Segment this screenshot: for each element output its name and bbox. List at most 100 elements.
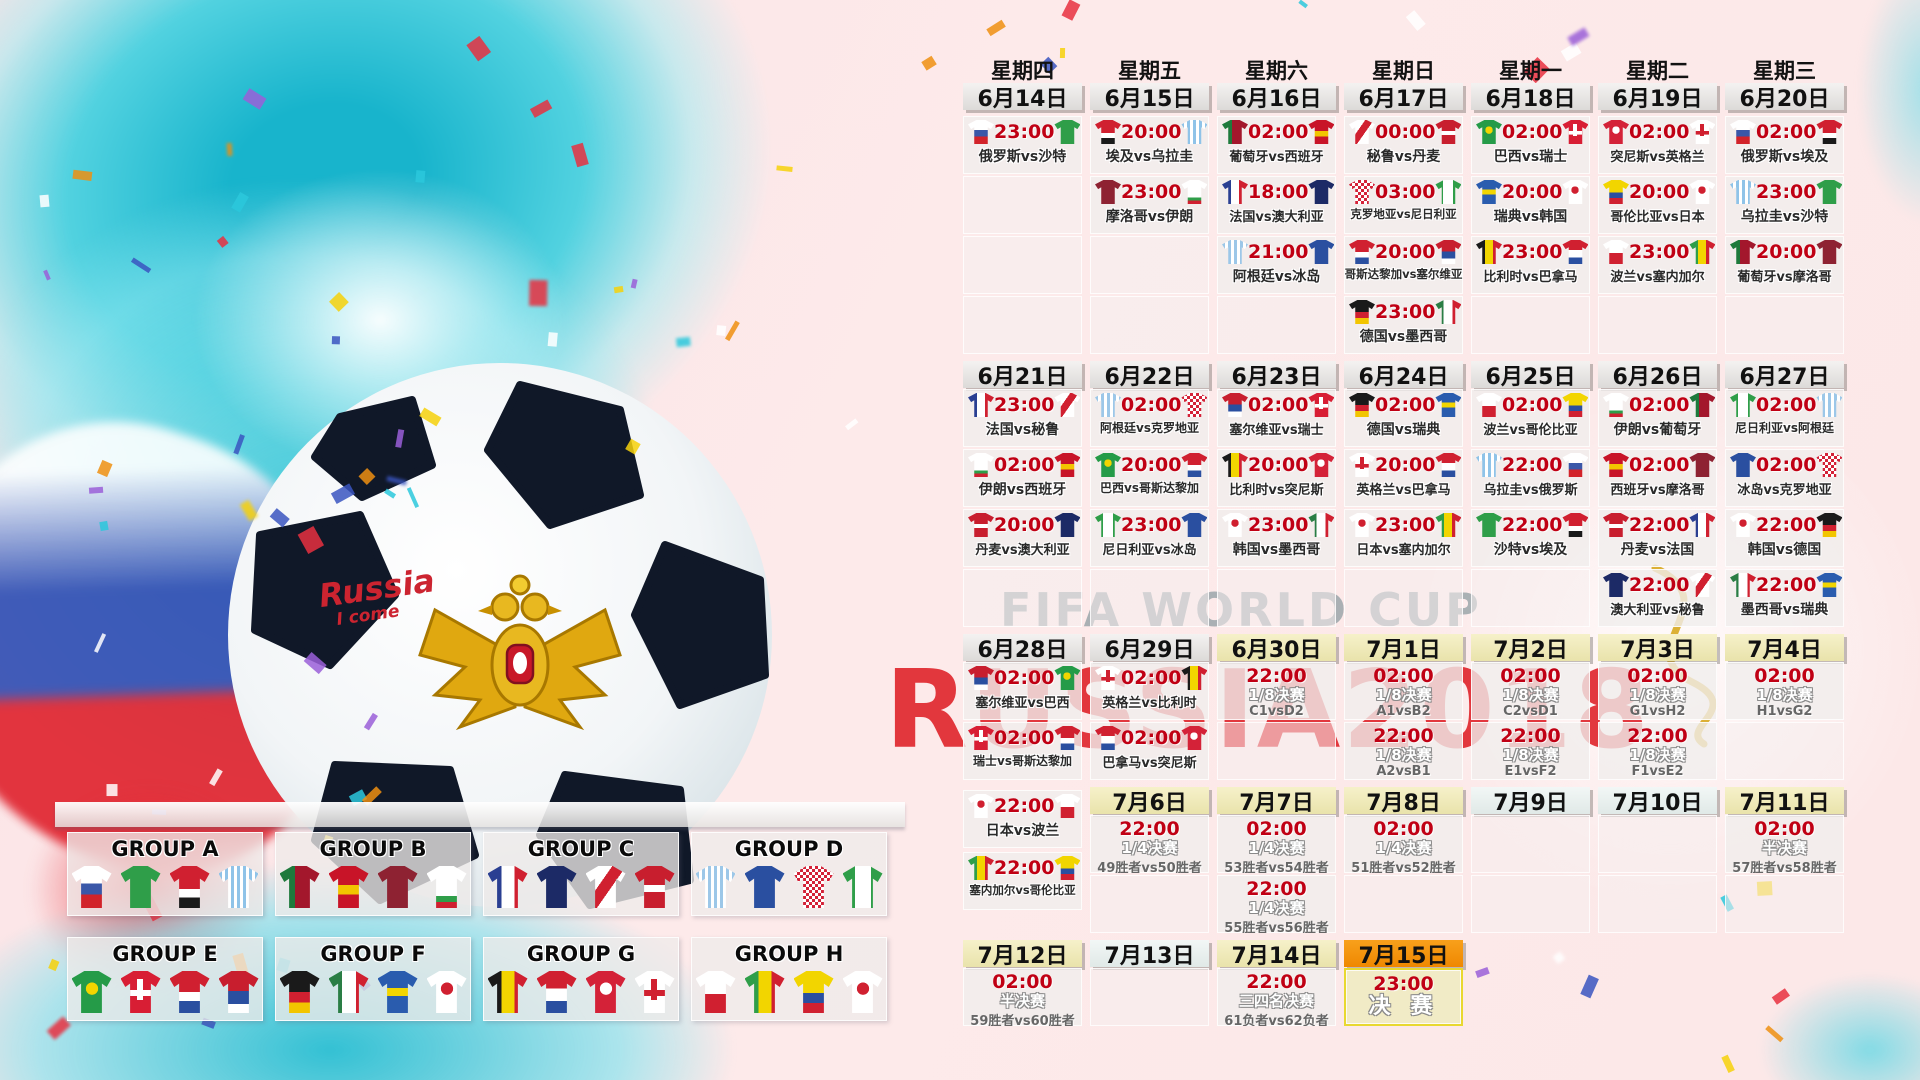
match-cell: 02:00 1/4决赛 53胜者vs54胜者 [1217,815,1336,873]
match-cell: 02:00 俄罗斯vs埃及 [1725,116,1844,174]
empty-cell [1090,968,1209,1026]
jersey-icon-哥伦比亚 [793,971,834,1013]
match-cell: 20:00 英格兰vs巴拿马 [1344,449,1463,507]
empty-cell [963,569,1082,627]
match-cell: 02:00 波兰vs哥伦比亚 [1471,389,1590,447]
match-time: 02:00 [994,667,1055,689]
match-label: 克罗地亚vs尼日利亚 [1350,207,1457,221]
match-label: 波兰vs塞内加尔 [1610,270,1705,285]
date-cell: 6月14日 [963,83,1082,112]
match-cell: 22:00 乌拉圭vs俄罗斯 [1471,449,1590,507]
match-time: 02:00 [1627,665,1688,687]
stage-detail: 49胜者vs50胜者 [1097,861,1202,873]
empty-cell [963,176,1082,234]
match-label: 俄罗斯vs沙特 [978,149,1067,165]
match-label: 澳大利亚vs秘鲁 [1610,603,1705,618]
match-label: 尼日利亚vs阿根廷 [1735,421,1834,435]
jersey-icon-瑞典 [377,971,418,1013]
match-cell: 23:00 法国vs秘鲁 [963,389,1082,447]
group-label: GROUP H [734,942,844,966]
match-label: 丹麦vs澳大利亚 [975,543,1070,558]
match-time: 02:00 [1373,665,1434,687]
match-cell: 22:00 墨西哥vs瑞典 [1725,569,1844,627]
match-label: 波兰vs哥伦比亚 [1483,423,1578,438]
match-label: 比利时vs巴拿马 [1483,270,1578,285]
match-cell: 02:00 半决赛 57胜者vs58胜者 [1725,815,1844,873]
match-time: 02:00 [1121,727,1182,749]
match-cell: 23:00 尼日利亚vs冰岛 [1090,509,1209,567]
empty-cell [1344,875,1463,933]
match-cell: 23:00 德国vs墨西哥 [1344,296,1463,354]
match-label: 乌拉圭vs沙特 [1740,209,1829,225]
match-label: 瑞士vs哥斯达黎加 [973,754,1072,768]
match-cell: 23:00 波兰vs塞内加尔 [1598,236,1717,294]
match-label: 英格兰vs比利时 [1102,696,1197,711]
stage-label: 半决赛 [1761,839,1807,857]
empty-cell [1598,875,1717,933]
stage-label: 1/4决赛 [1375,839,1432,857]
date-cell: 7月9日 [1471,787,1590,816]
jersey-icon-克罗地亚 [793,866,834,908]
match-time: 23:00 [994,121,1055,143]
match-time: 23:00 [1121,181,1182,203]
jersey-icon-冰岛 [744,866,785,908]
date-cell: 7月15日 [1344,940,1463,969]
match-cell: 22:00 塞内加尔vs哥伦比亚 [963,852,1082,910]
stage-label: 1/8决赛 [1629,686,1686,704]
match-time: 20:00 [1756,241,1817,263]
match-time: 20:00 [1375,241,1436,263]
match-cell: 22:00 1/4决赛 49胜者vs50胜者 [1090,815,1209,873]
match-time: 02:00 [1121,667,1182,689]
match-time: 18:00 [1248,181,1309,203]
match-cell: 02:00 葡萄牙vs西班牙 [1217,116,1336,174]
match-cell: 23:00 比利时vs巴拿马 [1471,236,1590,294]
match-time: 02:00 [1756,394,1817,416]
match-cell: 02:00 伊朗vs葡萄牙 [1598,389,1717,447]
stage-label: 1/4决赛 [1248,899,1305,917]
match-time: 20:00 [1248,454,1309,476]
date-cell: 6月16日 [1217,83,1336,112]
match-cell: 02:00 英格兰vs比利时 [1090,662,1209,720]
stage-label: 1/8决赛 [1502,686,1559,704]
match-label: 尼日利亚vs冰岛 [1102,543,1197,558]
match-label: 葡萄牙vs摩洛哥 [1737,270,1832,285]
jersey-icon-澳大利亚 [536,866,577,908]
jersey-icon-尼日利亚 [842,866,883,908]
weekday-label: 星期二 [1626,59,1689,83]
match-label: 巴西vs瑞士 [1493,149,1568,165]
match-time: 22:00 [1629,514,1690,536]
stage-label: 1/8决赛 [1629,746,1686,764]
match-cell: 02:00 尼日利亚vs阿根廷 [1725,389,1844,447]
jersey-icon-突尼斯 [585,971,626,1013]
jersey-icon-波兰 [695,971,736,1013]
match-time: 02:00 [1629,394,1690,416]
match-time: 22:00 [1627,725,1688,747]
match-time: 20:00 [1121,121,1182,143]
stage-label: 1/8决赛 [1248,686,1305,704]
match-label: 法国vs秘鲁 [985,422,1060,438]
match-time: 22:00 [1119,818,1180,840]
jersey-icon-比利时 [487,971,528,1013]
match-time: 23:00 [1373,973,1434,995]
jersey-icon-塞内加尔 [744,971,785,1013]
stage-detail: 55胜者vs56胜者 [1224,921,1329,933]
match-cell: 20:00 丹麦vs澳大利亚 [963,509,1082,567]
date-cell: 7月11日 [1725,787,1844,816]
match-label: 秘鲁vs丹麦 [1366,149,1441,165]
match-time: 22:00 [1756,514,1817,536]
match-cell: 22:00 1/8决赛 F1vsE2 [1598,722,1717,780]
match-cell: 20:00 比利时vs突尼斯 [1217,449,1336,507]
match-label: 伊朗vs西班牙 [978,482,1067,498]
group-box-b: GROUP B [275,832,471,916]
match-cell: 02:00 巴拿马vs突尼斯 [1090,722,1209,780]
match-time: 23:00 [1629,241,1690,263]
weekday-label: 星期日 [1372,59,1435,83]
stage-label: 1/8决赛 [1375,746,1432,764]
date-cell: 7月3日 [1598,634,1717,663]
match-cell: 22:00 日本vs波兰 [963,790,1082,848]
match-time: 02:00 [1756,121,1817,143]
group-box-c: GROUP C [483,832,679,916]
jersey-icon-法国 [487,866,528,908]
match-label: 塞尔维亚vs巴西 [975,696,1070,711]
weekday-label: 星期三 [1753,59,1816,83]
